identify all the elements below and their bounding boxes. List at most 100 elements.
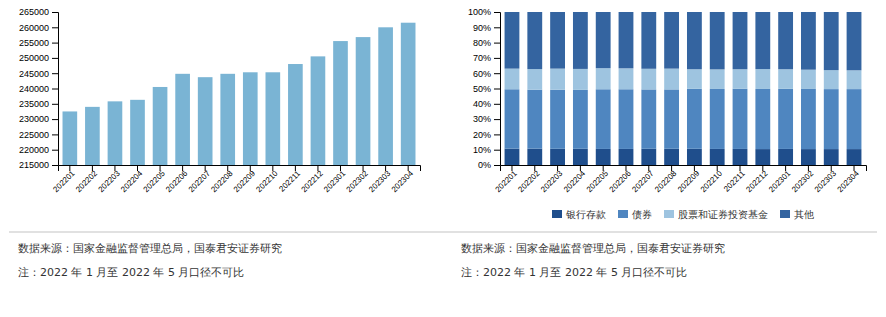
bar-series bbox=[505, 12, 862, 70]
tick: 202303 bbox=[813, 165, 839, 194]
tick-mark bbox=[52, 73, 58, 74]
legend-label: 银行存款 bbox=[565, 209, 606, 220]
tick-label: 202211 bbox=[722, 168, 747, 193]
bar-segment bbox=[664, 149, 679, 165]
bar bbox=[288, 64, 303, 165]
tick-label: 202210 bbox=[254, 168, 280, 194]
bar-segment bbox=[641, 69, 656, 90]
tick-label: 202211 bbox=[277, 168, 302, 193]
tick: 250000 bbox=[19, 53, 58, 63]
separator bbox=[9, 232, 877, 233]
bar-segment bbox=[778, 149, 793, 165]
tick-mark bbox=[494, 165, 500, 166]
bar bbox=[175, 74, 190, 165]
tick-label: 100% bbox=[468, 7, 491, 17]
tick: 202304 bbox=[390, 165, 416, 194]
tick: 202207 bbox=[630, 165, 656, 194]
axis-line bbox=[494, 13, 501, 166]
legend-label: 债券 bbox=[632, 209, 652, 220]
tick-label: 40% bbox=[473, 99, 491, 109]
bar-series bbox=[505, 149, 862, 165]
bar bbox=[198, 77, 213, 165]
tick-label: 202203 bbox=[539, 168, 565, 194]
tick-label: 202210 bbox=[699, 168, 725, 194]
tick-label: 0% bbox=[478, 160, 491, 170]
bar-segment bbox=[710, 12, 725, 69]
tick: 202211 bbox=[277, 165, 302, 194]
annotation: 数据来源：国家金融监督管理总局，国泰君安证券研究 bbox=[18, 242, 282, 255]
tick: 202203 bbox=[96, 165, 122, 194]
bar-segment bbox=[527, 90, 542, 149]
tick-mark bbox=[52, 104, 58, 105]
tick: 202209 bbox=[676, 165, 702, 194]
tick-label: 202304 bbox=[836, 168, 862, 194]
chart-canvas: 2150002200002250002300002350002400002450… bbox=[0, 0, 886, 317]
tick-label: 202203 bbox=[96, 168, 122, 194]
tick-label: 202208 bbox=[209, 168, 235, 194]
bar-segment bbox=[505, 69, 520, 90]
tick: 202205 bbox=[142, 165, 168, 194]
legend-swatch bbox=[664, 210, 674, 218]
tick-label: 202301 bbox=[767, 168, 793, 194]
bar-segment bbox=[824, 89, 839, 149]
tick-label: 60% bbox=[473, 69, 491, 79]
legend-item: 股票和证券投资基金 bbox=[664, 209, 768, 220]
tick-label: 202204 bbox=[562, 168, 588, 194]
tick: 202203 bbox=[539, 165, 565, 194]
tick-mark bbox=[52, 134, 58, 135]
bar-segment bbox=[801, 70, 816, 89]
legend: 银行存款债券股票和证券投资基金其他 bbox=[552, 209, 814, 220]
tick: 260000 bbox=[19, 23, 58, 33]
tick: 202204 bbox=[562, 165, 588, 194]
tick-label: 230000 bbox=[19, 114, 49, 124]
tick-label: 70% bbox=[473, 53, 491, 63]
bar-segment bbox=[847, 70, 862, 89]
bar-segment bbox=[801, 149, 816, 165]
bar-segment bbox=[733, 12, 748, 69]
tick-label: 202205 bbox=[142, 168, 168, 194]
tick-label: 202304 bbox=[390, 168, 416, 194]
tick-label: 245000 bbox=[19, 69, 49, 79]
tick-label: 202302 bbox=[790, 168, 816, 194]
tick: 202208 bbox=[209, 165, 235, 194]
tick-mark bbox=[494, 119, 500, 120]
bar-segment bbox=[505, 12, 520, 69]
tick-label: 260000 bbox=[19, 23, 49, 33]
legend-swatch bbox=[780, 210, 790, 218]
bar-segment bbox=[550, 69, 565, 90]
bar-segment bbox=[687, 89, 702, 149]
bar bbox=[378, 27, 393, 165]
tick: 220000 bbox=[19, 145, 58, 155]
tick-mark bbox=[494, 73, 500, 74]
tick-mark bbox=[52, 150, 58, 151]
tick: 265000 bbox=[19, 7, 58, 17]
tick-mark bbox=[494, 27, 500, 28]
tick: 202301 bbox=[767, 165, 793, 194]
bar-segment bbox=[755, 12, 770, 69]
y-axis: 0%10%20%30%40%50%60%70%80%90%100% bbox=[468, 7, 501, 170]
bar-segment bbox=[527, 69, 542, 90]
bar bbox=[220, 74, 235, 165]
bar-segment bbox=[573, 149, 588, 165]
bar-segment bbox=[527, 12, 542, 69]
tick: 202302 bbox=[345, 165, 371, 194]
bar-segment bbox=[801, 12, 816, 70]
bar-segment bbox=[733, 149, 748, 165]
tick: 202207 bbox=[187, 165, 213, 194]
bar-segment bbox=[687, 12, 702, 69]
bar-segment bbox=[550, 12, 565, 69]
tick-label: 80% bbox=[473, 38, 491, 48]
tick-label: 202301 bbox=[322, 168, 348, 194]
tick-mark bbox=[52, 58, 58, 59]
bar-segment bbox=[755, 89, 770, 149]
bar-segment bbox=[824, 149, 839, 165]
tick-label: 215000 bbox=[19, 160, 49, 170]
tick: 255000 bbox=[19, 38, 58, 48]
tick-label: 202303 bbox=[367, 168, 393, 194]
tick-mark bbox=[52, 12, 58, 13]
tick-label: 20% bbox=[473, 130, 491, 140]
bar bbox=[356, 37, 371, 165]
tick-mark bbox=[52, 165, 58, 166]
bar bbox=[85, 107, 100, 165]
tick: 202202 bbox=[516, 165, 542, 194]
